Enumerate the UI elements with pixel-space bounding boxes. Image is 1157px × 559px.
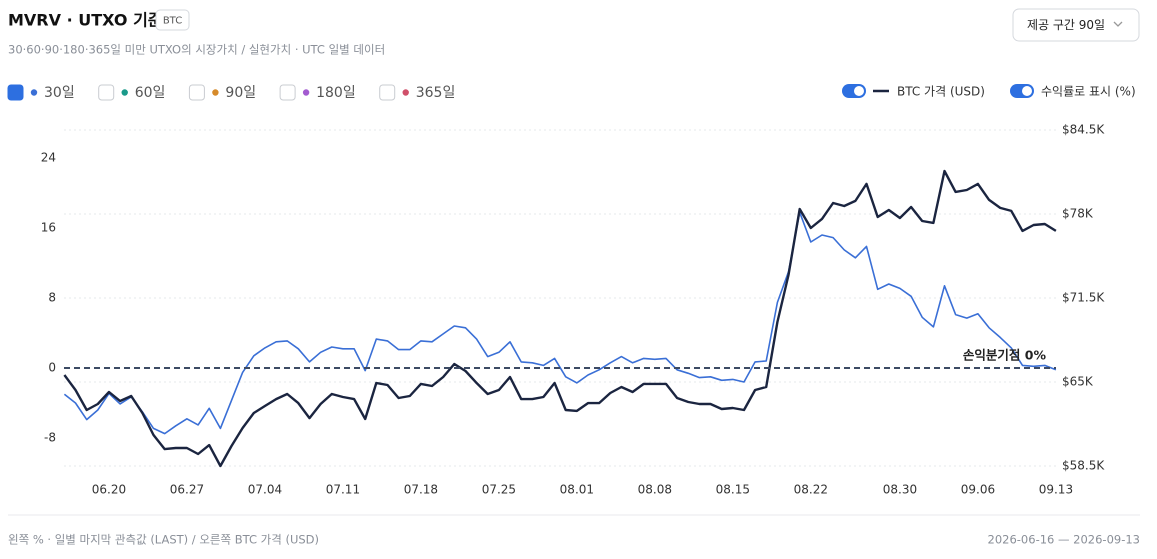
x-tick-label: 06.20 [92,483,126,497]
legend-dot [121,89,128,96]
x-tick-label: 08.30 [883,483,917,497]
toggle-knob[interactable] [1022,86,1032,96]
mvrv-line [63,211,1057,435]
x-tick-label: 08.08 [638,483,672,497]
x-tick-label: 06.27 [170,483,204,497]
toggle-label[interactable]: 수익률로 표시 (%) [1041,85,1136,99]
x-tick-label: 08.22 [794,483,828,497]
footer-left: 왼쪽 % · 일별 마지막 관측값 (LAST) / 오른쪽 BTC 가격 (U… [8,533,319,547]
legend-label: BTC 가격 (USD) [897,85,985,99]
y2-tick-label: $78K [1062,207,1094,221]
price-line [63,169,1057,468]
title: MVRV · UTXO 기준 [8,11,163,30]
legend-dot [212,89,219,96]
legend-label[interactable]: 90일 [225,85,256,101]
footer-right: 2026-06-16 — 2026-09-13 [988,533,1140,547]
x-tick-label: 08.01 [560,483,594,497]
x-tick-label: 07.25 [482,483,516,497]
y-tick-label: 16 [41,221,56,235]
x-tick-label: 07.18 [404,483,438,497]
breakeven-label: 손익분기점 0% [963,348,1047,363]
x-tick-label: 07.04 [248,483,282,497]
legend-label[interactable]: 365일 [416,85,456,101]
legend-dot [30,89,38,96]
subtitle: 30·60·90·180·365일 미만 UTXO의 시장가치 / 실현가치 ·… [8,43,385,57]
y-tick-label: -8 [44,431,56,445]
y-tick-label: 8 [48,291,56,305]
legend-label[interactable]: 30일 [44,85,75,101]
checkbox[interactable] [188,84,205,101]
x-tick-label: 09.13 [1039,483,1073,497]
checkbox[interactable] [279,84,296,101]
x-tick-label: 09.06 [961,483,995,497]
legend-dot [402,89,409,96]
y-tick-label: 24 [41,151,56,165]
y-tick-label: 0 [48,361,56,375]
y2-tick-label: $65K [1062,375,1094,389]
badge-box [155,9,190,31]
legend-label[interactable]: 180일 [316,85,356,101]
y2-tick-label: $71.5K [1062,291,1105,305]
legend-dot [302,89,310,96]
x-tick-label: 08.15 [716,483,750,497]
range-select-label[interactable]: 제공 구간 90일 [1027,18,1105,32]
legend-label[interactable]: 60일 [135,85,166,101]
checkbox[interactable] [7,84,24,101]
checkbox[interactable] [98,84,115,101]
range-select[interactable] [1012,8,1140,42]
y2-tick-label: $84.5K [1062,123,1105,137]
toggle-knob[interactable] [854,86,864,96]
x-tick-label: 07.11 [326,483,360,497]
y2-tick-label: $58.5K [1062,459,1105,473]
badge: BTC [163,16,182,27]
checkbox[interactable] [379,84,396,101]
chevron [1113,21,1123,27]
